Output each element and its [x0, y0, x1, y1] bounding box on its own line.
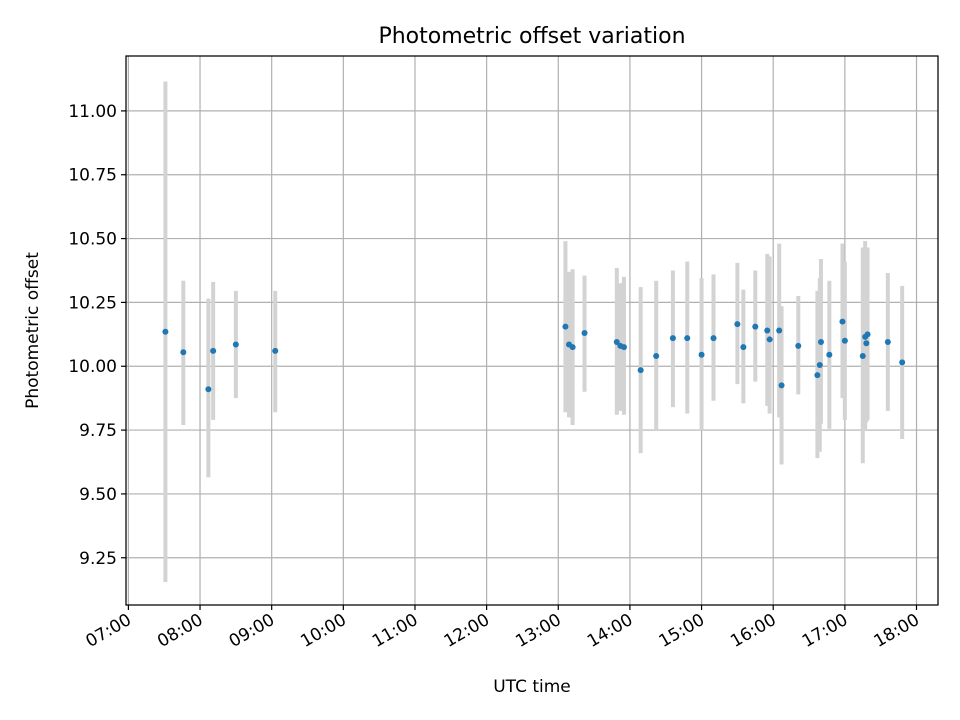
data-point: [205, 386, 212, 393]
data-point: [698, 351, 705, 358]
data-point: [766, 336, 773, 343]
data-point: [817, 338, 824, 345]
data-point: [826, 351, 833, 358]
data-point: [684, 335, 691, 342]
data-point: [795, 342, 802, 349]
data-point: [734, 321, 741, 328]
data-point: [232, 341, 239, 348]
data-point: [669, 335, 676, 342]
data-point: [839, 318, 846, 325]
y-axis-label: Photometric offset: [23, 252, 43, 409]
data-point: [816, 361, 823, 368]
data-points: [162, 318, 906, 393]
data-point: [162, 328, 169, 335]
data-point: [613, 338, 620, 345]
data-point: [864, 331, 871, 338]
chart-title: Photometric offset variation: [378, 24, 685, 49]
data-point: [569, 344, 576, 351]
y-tick-label: 10.75: [68, 166, 117, 186]
data-point: [620, 344, 627, 351]
data-point: [776, 327, 783, 334]
y-tick-label: 9.75: [79, 421, 117, 441]
data-point: [180, 349, 187, 356]
data-point: [899, 359, 906, 366]
data-point: [859, 353, 866, 360]
y-tick-label: 10.50: [68, 230, 117, 250]
data-point: [814, 372, 821, 379]
data-point: [740, 344, 747, 351]
plot-frame: [125, 55, 939, 606]
data-point: [841, 337, 848, 344]
data-point: [210, 347, 217, 354]
y-axis-ticks: 9.25 9.50 9.75 10.00 10.25 10.50 10.75 11.00: [68, 102, 126, 569]
data-point: [884, 338, 891, 345]
data-point: [710, 335, 717, 342]
data-point: [863, 340, 870, 347]
data-point: [752, 323, 759, 330]
data-point: [272, 347, 279, 354]
data-point: [653, 353, 660, 360]
x-axis-label: UTC time: [493, 677, 571, 697]
data-point: [778, 382, 785, 389]
data-point: [581, 330, 588, 337]
y-tick-label: 9.50: [79, 485, 117, 505]
data-point: [764, 327, 771, 334]
data-point: [562, 323, 569, 330]
y-tick-label: 10.00: [68, 357, 117, 377]
y-tick-label: 10.25: [68, 293, 117, 313]
data-point: [637, 367, 644, 374]
y-tick-label: 9.25: [79, 549, 117, 569]
y-tick-label: 11.00: [68, 102, 117, 122]
